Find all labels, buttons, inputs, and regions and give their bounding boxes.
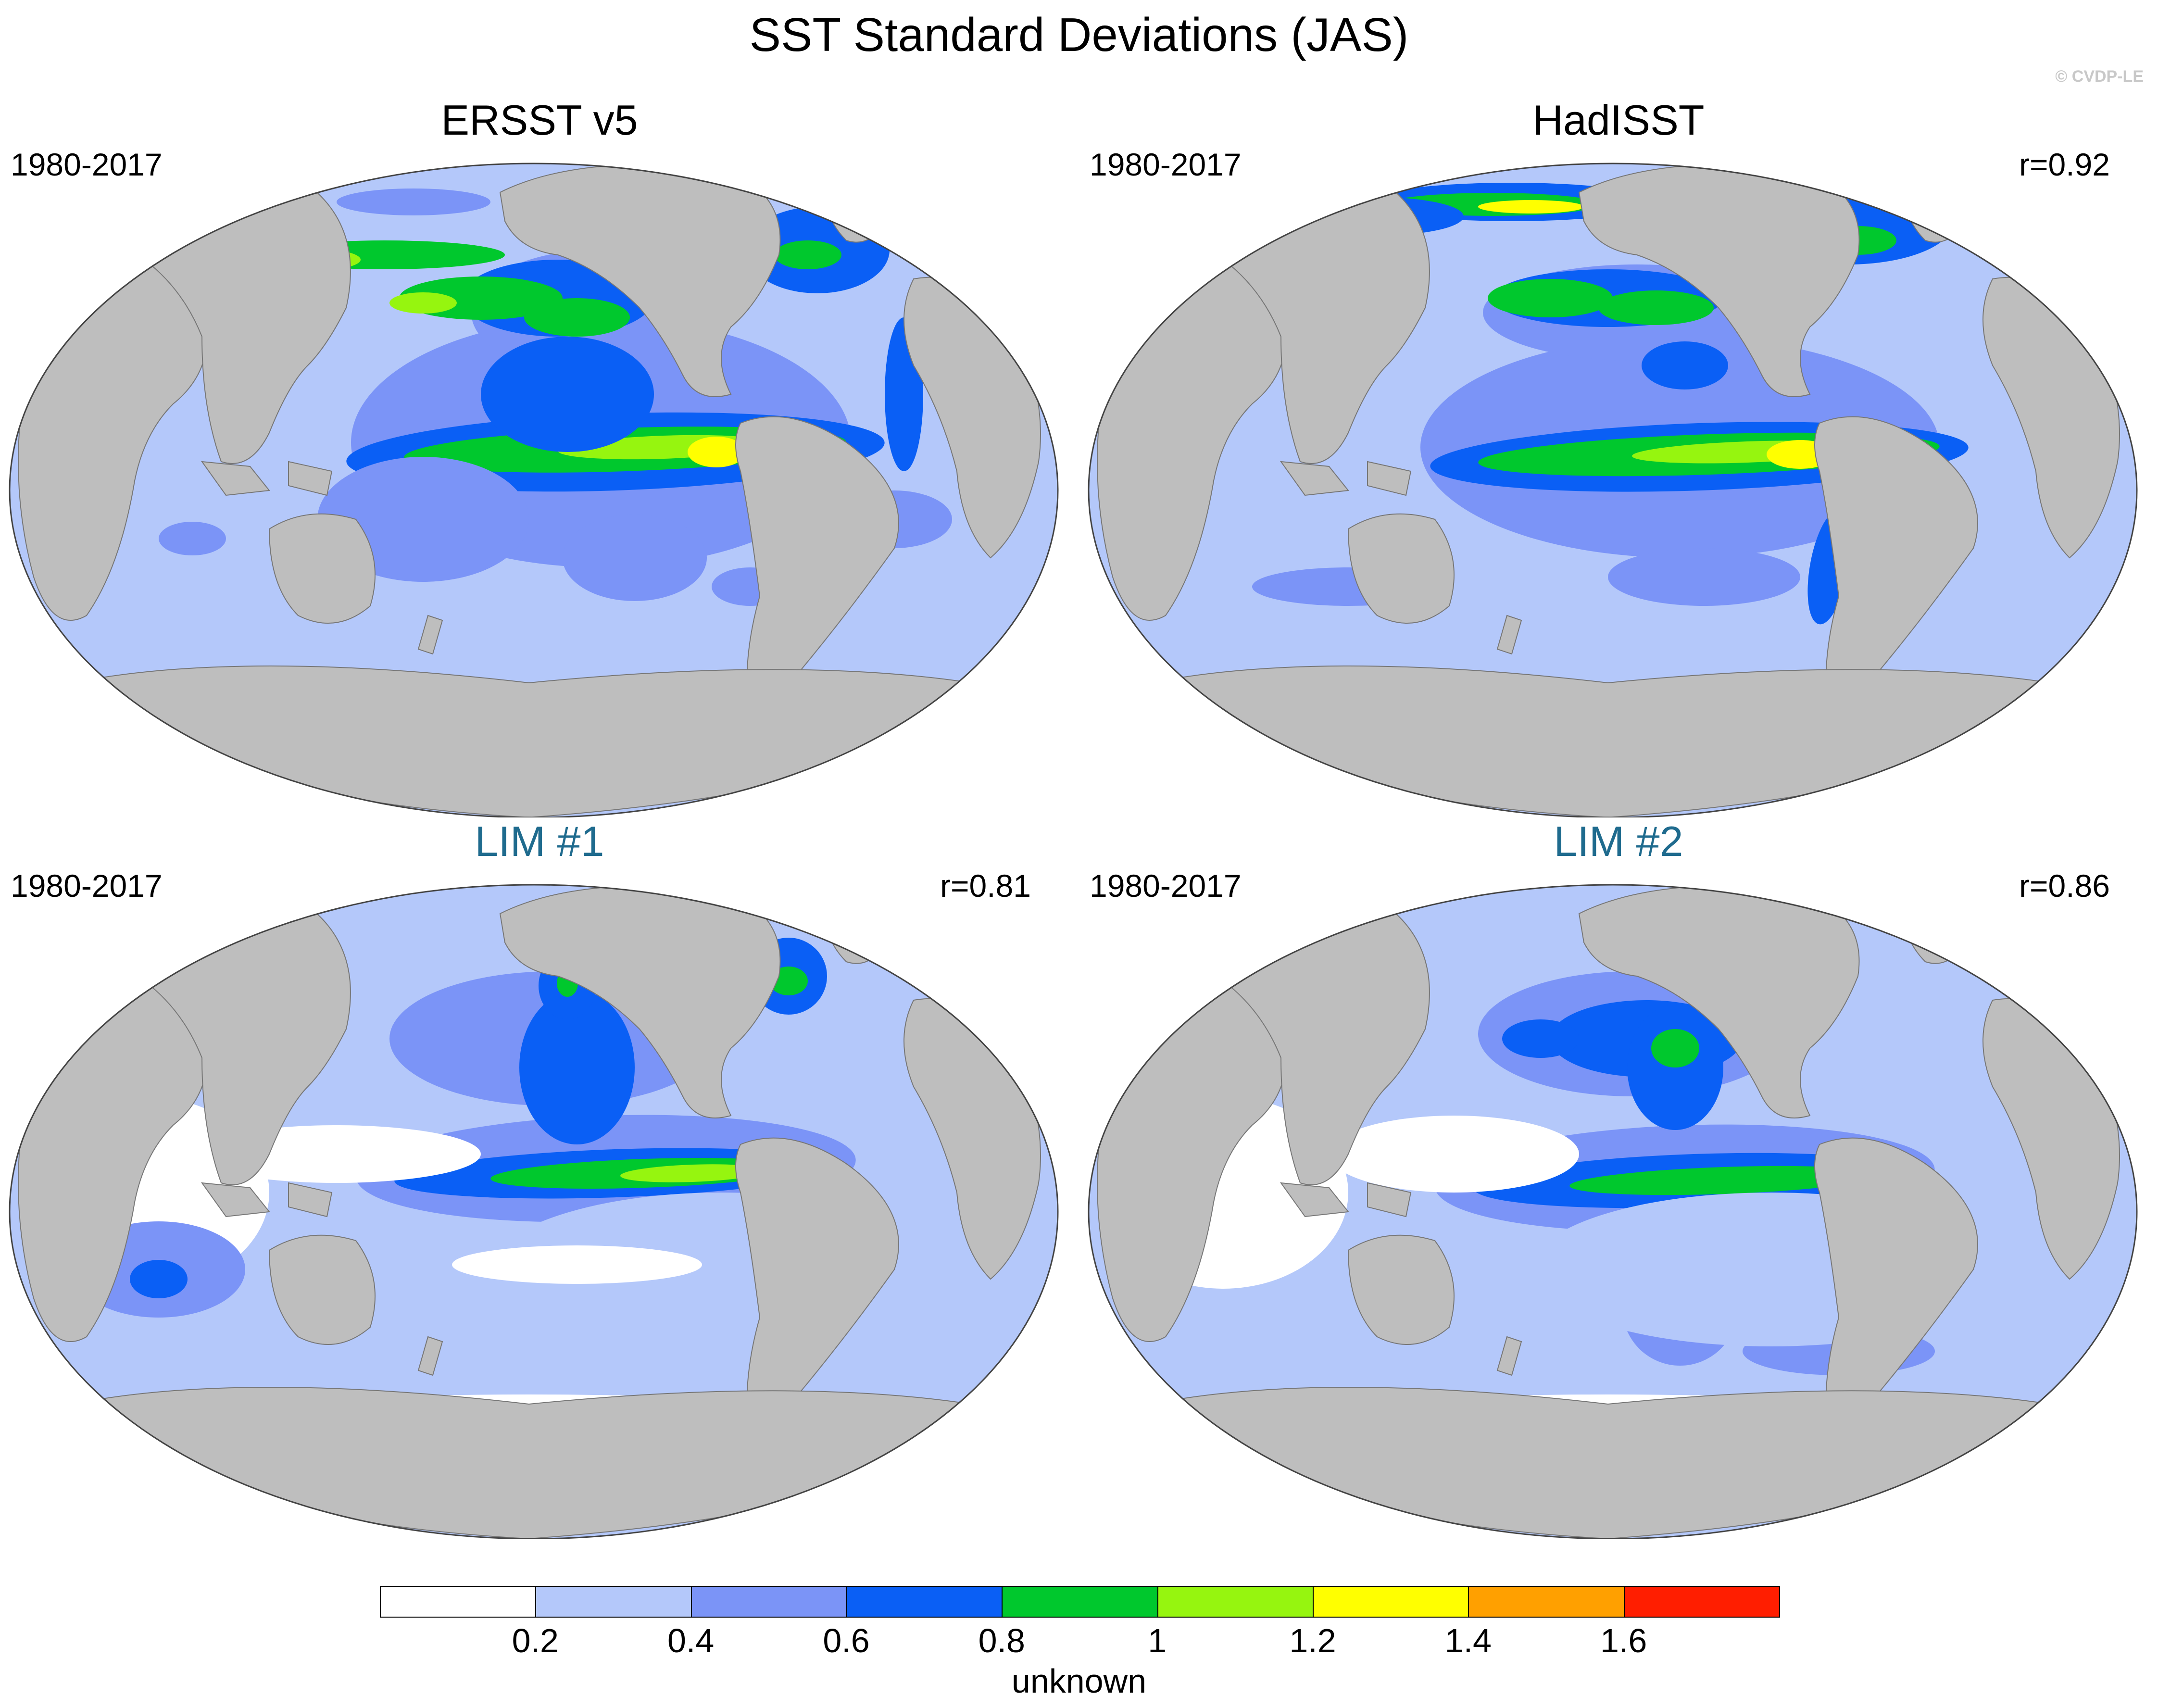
colorbar-tick-label: 1.2 [1289, 1622, 1336, 1659]
map-panel-lim1: LIM #1 1980-2017 r=0.81 [0, 817, 1079, 1539]
colorbar-tick-label: 0.2 [512, 1622, 559, 1659]
sst-contour [389, 292, 457, 314]
colorbar-box [1313, 1586, 1469, 1618]
map-panel-hadisst: HadISST 1980-2017 r=0.92 [1079, 96, 2158, 817]
sst-contour [1651, 1029, 1699, 1068]
panel-title: LIM #2 [1554, 817, 1683, 865]
colorbar-tick-labels: 0.2 0.4 0.6 0.8 1 1.2 1.4 1.6 [380, 1621, 1779, 1665]
sst-contour [563, 515, 707, 601]
colorbar-tick-label: 0.8 [978, 1622, 1025, 1659]
land-maritime-continent [1280, 1182, 1349, 1218]
figure-title: SST Standard Deviations (JAS) [749, 8, 1409, 61]
land-maritime-continent [288, 461, 333, 496]
period-label: 1980-2017 [11, 868, 163, 904]
land-maritime-continent [201, 461, 270, 496]
map-outline [1088, 163, 2138, 817]
land-europe [913, 187, 1028, 266]
colorbar [380, 1586, 1780, 1620]
colorbar-tick-label: 0.4 [667, 1622, 715, 1659]
sst-contour [1502, 1019, 1579, 1058]
sst-contour [337, 188, 490, 215]
period-label: 1980-2017 [1090, 868, 1242, 904]
panel-title: ERSST v5 [441, 96, 638, 144]
correlation-label: r=0.81 [940, 868, 1031, 904]
land-australia [268, 513, 376, 624]
land-antarctica [71, 1387, 1001, 1539]
colorbar-tick-label: 1 [1148, 1622, 1167, 1659]
land-europe [1992, 908, 2107, 987]
sst-contour [519, 991, 635, 1144]
land-australia [1347, 513, 1455, 624]
sst-contour [159, 522, 226, 555]
land-maritime-continent [1367, 1182, 1412, 1218]
map-outline [9, 884, 1059, 1539]
panel-title: LIM #1 [475, 817, 604, 865]
land-australia [268, 1234, 376, 1345]
map [9, 163, 1059, 817]
map [1088, 163, 2138, 817]
sst-contour [1598, 290, 1714, 325]
map-panel-ersst: ERSST v5 1980-2017 [0, 96, 1079, 817]
colorbar-box [535, 1586, 692, 1618]
land-antarctica [1150, 666, 2080, 817]
land-new-zealand [1496, 1336, 1522, 1376]
correlation-label: r=0.92 [2019, 147, 2110, 182]
sst-contour [620, 1164, 765, 1182]
land-new-zealand [1496, 615, 1522, 655]
period-label: 1980-2017 [11, 147, 163, 182]
map-panel-lim2: LIM #2 1980-2017 r=0.86 [1079, 817, 2158, 1539]
land-new-zealand [417, 615, 443, 655]
sst-contour [1329, 1116, 1579, 1193]
map-outline [1088, 884, 2138, 1539]
sst-contour [688, 437, 745, 467]
land-maritime-continent [201, 1182, 270, 1218]
sst-contour [1488, 279, 1613, 317]
land-australia [1347, 1234, 1455, 1345]
colorbar-box [1157, 1586, 1314, 1618]
land-maritime-continent [288, 1182, 333, 1218]
sst-contour [1478, 200, 1584, 214]
colorbar-tick-label: 1.6 [1600, 1622, 1647, 1659]
land-antarctica [71, 666, 1001, 817]
colorbar-tick-label: 0.6 [823, 1622, 870, 1659]
watermark: © CVDP-LE [2055, 67, 2144, 86]
land-maritime-continent [1367, 461, 1412, 496]
land-new-zealand [417, 1336, 443, 1376]
sst-contour [1608, 548, 1800, 606]
panel-title: HadISST [1532, 96, 1705, 144]
colorbar-box [1468, 1586, 1625, 1618]
sst-contour [452, 1245, 702, 1284]
colorbar-box [1623, 1586, 1780, 1618]
sst-contour [774, 240, 841, 269]
sst-contour [481, 337, 654, 452]
map-outline [9, 163, 1059, 817]
land-europe [913, 908, 1028, 987]
colorbar-box [846, 1586, 1003, 1618]
sst-contour [192, 191, 269, 213]
land-antarctica [1150, 1387, 2080, 1539]
colorbar-tick-label: 1.4 [1444, 1622, 1492, 1659]
period-label: 1980-2017 [1090, 147, 1242, 182]
colorbar-box [1002, 1586, 1158, 1618]
sst-contour [1642, 341, 1728, 389]
correlation-label: r=0.86 [2019, 868, 2110, 904]
colorbar-units: unknown [1011, 1662, 1147, 1700]
land-maritime-continent [1280, 461, 1349, 496]
sst-contour [130, 1260, 188, 1298]
colorbar-box [380, 1586, 537, 1618]
sst-contour [524, 298, 630, 337]
colorbar-box [690, 1586, 847, 1618]
map [9, 884, 1059, 1539]
map [1088, 884, 2138, 1539]
sst-contour [1569, 1166, 1877, 1195]
land-europe [1992, 187, 2107, 266]
